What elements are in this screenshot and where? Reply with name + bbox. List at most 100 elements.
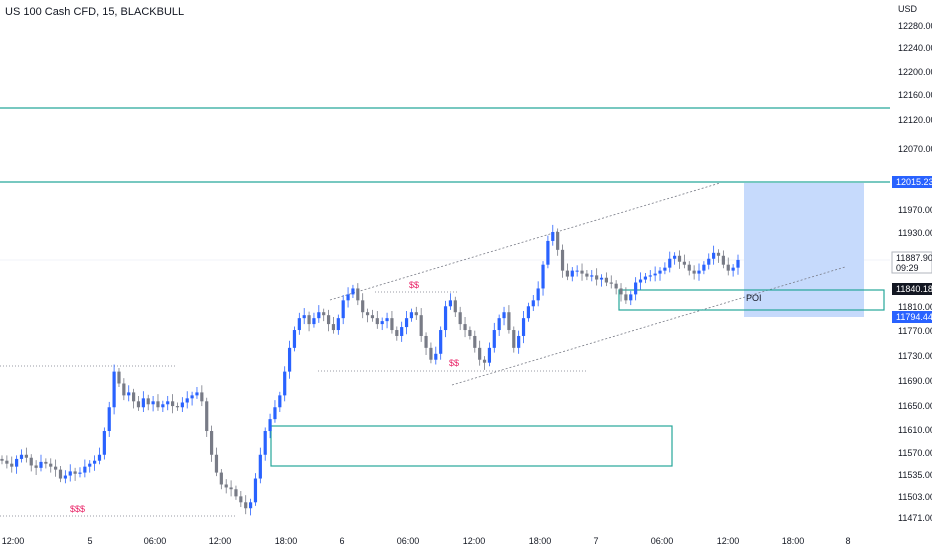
y-tick-label: 12070.00 bbox=[898, 144, 932, 154]
candle bbox=[268, 413, 272, 439]
candle-body bbox=[687, 264, 691, 271]
candle bbox=[482, 356, 487, 370]
candle bbox=[234, 485, 238, 500]
candle bbox=[448, 293, 453, 310]
candle-body bbox=[132, 392, 136, 402]
lower-badge-bg bbox=[892, 311, 932, 323]
candle-body bbox=[136, 401, 141, 408]
candle bbox=[214, 447, 219, 477]
candle bbox=[629, 290, 633, 306]
y-tick-label: 11930.00 bbox=[898, 228, 932, 238]
candlestick-series bbox=[0, 224, 740, 516]
candle-body bbox=[439, 330, 443, 354]
candle bbox=[93, 455, 97, 471]
x-tick-label: 12:00 bbox=[717, 536, 740, 546]
y-tick-label: 11730.00 bbox=[898, 351, 932, 361]
poi-label: POI bbox=[746, 293, 762, 303]
candle-body bbox=[117, 371, 121, 384]
currency-label: USD bbox=[898, 4, 918, 14]
symbol-title[interactable]: US 100 Cash CFD, 15, BLACKBULL bbox=[5, 6, 184, 18]
candle bbox=[424, 332, 428, 355]
candle bbox=[507, 305, 511, 334]
x-tick-label: 5 bbox=[87, 536, 92, 546]
candle bbox=[170, 394, 175, 414]
candle bbox=[58, 466, 63, 483]
candle-body bbox=[365, 312, 370, 316]
candle bbox=[224, 479, 228, 494]
x-tick-label: 06:00 bbox=[397, 536, 420, 546]
candle-body bbox=[151, 401, 155, 405]
candle bbox=[541, 261, 545, 296]
y-tick-label: 12120.00 bbox=[898, 115, 932, 125]
sss-annotation: $$$ bbox=[70, 504, 85, 514]
last-price-badge: 11887.90 bbox=[896, 253, 932, 263]
candle-body bbox=[677, 255, 682, 262]
candle bbox=[380, 317, 384, 331]
candle-body bbox=[146, 398, 150, 405]
candle-body bbox=[609, 282, 613, 284]
target-box[interactable] bbox=[744, 183, 864, 317]
ss-annotation-bottom: $$ bbox=[449, 358, 459, 368]
candle-body bbox=[326, 315, 331, 325]
candle-body bbox=[624, 294, 628, 301]
candle-body bbox=[638, 279, 643, 283]
candle bbox=[263, 427, 267, 461]
candle-body bbox=[34, 465, 38, 468]
candle bbox=[68, 464, 72, 482]
candle bbox=[97, 447, 102, 465]
candle-body bbox=[361, 300, 365, 313]
y-tick-label: 11650.00 bbox=[898, 401, 932, 411]
x-tick-label: 12:00 bbox=[2, 536, 25, 546]
candle-body bbox=[551, 232, 555, 241]
candle bbox=[409, 308, 414, 322]
candle-body bbox=[409, 312, 414, 319]
candle-body bbox=[161, 404, 165, 408]
candle bbox=[497, 314, 501, 336]
candle-body bbox=[44, 461, 48, 464]
y-tick-label: 11810.00 bbox=[898, 302, 932, 312]
candle-body bbox=[287, 347, 292, 372]
candle-body bbox=[580, 270, 584, 274]
channel-lower-line[interactable] bbox=[451, 266, 846, 386]
candle-body bbox=[414, 312, 418, 316]
candle-body bbox=[97, 454, 102, 461]
candle-body bbox=[526, 306, 531, 319]
candle bbox=[726, 257, 730, 276]
candle bbox=[492, 322, 496, 353]
y-tick-label: 12160.00 bbox=[898, 90, 932, 100]
candle-body bbox=[473, 335, 477, 348]
candle-body bbox=[697, 270, 701, 274]
candle bbox=[180, 397, 184, 413]
y-tick-label: 12280.00 bbox=[898, 21, 932, 31]
candle-body bbox=[195, 392, 199, 396]
candle-body bbox=[731, 267, 735, 271]
y-tick-label: 11503.00 bbox=[898, 492, 932, 502]
candle bbox=[248, 498, 253, 516]
candle-body bbox=[278, 395, 282, 408]
candle-body bbox=[141, 398, 145, 408]
y-tick-label: 11471.00 bbox=[898, 513, 932, 523]
candle bbox=[365, 308, 370, 323]
candle bbox=[721, 250, 725, 269]
candle-body bbox=[463, 324, 467, 331]
candle-body bbox=[599, 277, 604, 280]
candle-body bbox=[307, 315, 311, 325]
candle bbox=[653, 266, 657, 282]
candle bbox=[88, 460, 92, 473]
time-axis[interactable]: 12:00 5 06:00 12:00 18:00 6 06:00 12:00 18:00 7 06… bbox=[2, 536, 851, 546]
x-tick-label: 18:00 bbox=[782, 536, 805, 546]
last-price-badge-bg bbox=[891, 251, 932, 274]
candle-body bbox=[39, 461, 43, 468]
x-tick-label: 6 bbox=[339, 536, 344, 546]
candle-body bbox=[156, 401, 160, 408]
candle-body bbox=[122, 383, 126, 396]
candle-body bbox=[268, 419, 272, 432]
candle-body bbox=[49, 463, 53, 467]
candle-body bbox=[424, 335, 428, 348]
y-tick-label: 11570.00 bbox=[898, 448, 932, 458]
poi-zone-box[interactable] bbox=[618, 289, 885, 311]
candle-body bbox=[546, 240, 550, 265]
candle-body bbox=[263, 431, 267, 455]
demand-zone-box[interactable] bbox=[270, 425, 673, 467]
